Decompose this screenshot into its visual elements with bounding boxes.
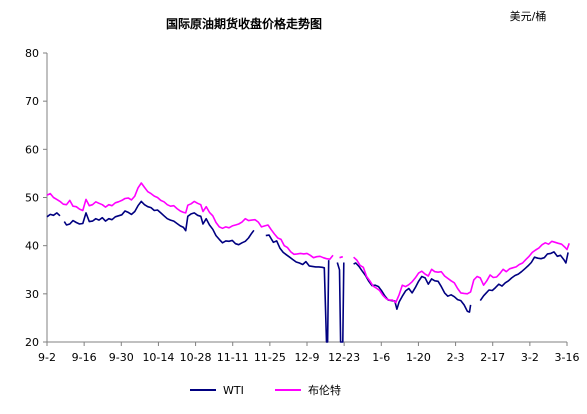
y-tick-label: 40 xyxy=(25,240,39,253)
legend-label-wti: WTI xyxy=(223,384,244,397)
legend: WTI 布伦特 xyxy=(190,383,341,397)
legend-item-wti: WTI xyxy=(190,384,244,397)
plot-area: 20 30 40 50 60 70 80 9-2 9-16 9-30 10-14 10-28 11-1… xyxy=(25,47,579,364)
x-tick-label: 1-6 xyxy=(372,351,390,364)
series-lines xyxy=(46,182,570,343)
x-tick-label: 10-28 xyxy=(180,351,212,364)
x-tick-label: 9-16 xyxy=(72,351,97,364)
x-tick-label: 3-16 xyxy=(555,351,580,364)
x-tick-label: 12-9 xyxy=(295,351,320,364)
plot-frame xyxy=(47,53,567,342)
x-tick-label: 2-17 xyxy=(480,351,505,364)
legend-item-brent: 布伦特 xyxy=(275,383,341,397)
series-line-wti xyxy=(46,200,569,343)
x-tick-label: 12-23 xyxy=(328,351,360,364)
y-tick-label: 50 xyxy=(25,192,39,205)
x-axis-ticks: 9-2 9-16 9-30 10-14 10-28 11-11 11-25 12-9 12-23… xyxy=(38,342,579,364)
x-tick-label: 10-14 xyxy=(142,351,174,364)
x-tick-label: 2-3 xyxy=(447,351,465,364)
chart-title: 国际原油期货收盘价格走势图 xyxy=(166,16,322,31)
y-axis-ticks: 20 30 40 50 60 70 80 xyxy=(25,47,47,349)
series-line-brent xyxy=(46,182,570,304)
x-tick-label: 9-30 xyxy=(109,351,134,364)
legend-label-brent: 布伦特 xyxy=(308,383,341,397)
unit-label: 美元/桶 xyxy=(510,9,547,23)
y-tick-label: 80 xyxy=(25,47,39,60)
y-tick-label: 70 xyxy=(25,95,39,108)
y-tick-label: 20 xyxy=(25,336,39,349)
x-tick-label: 11-25 xyxy=(254,351,286,364)
x-tick-label: 1-20 xyxy=(406,351,431,364)
y-tick-label: 30 xyxy=(25,288,39,301)
y-tick-label: 60 xyxy=(25,143,39,156)
x-tick-label: 3-2 xyxy=(521,351,539,364)
x-tick-label: 11-11 xyxy=(217,351,249,364)
x-tick-label: 9-2 xyxy=(38,351,56,364)
